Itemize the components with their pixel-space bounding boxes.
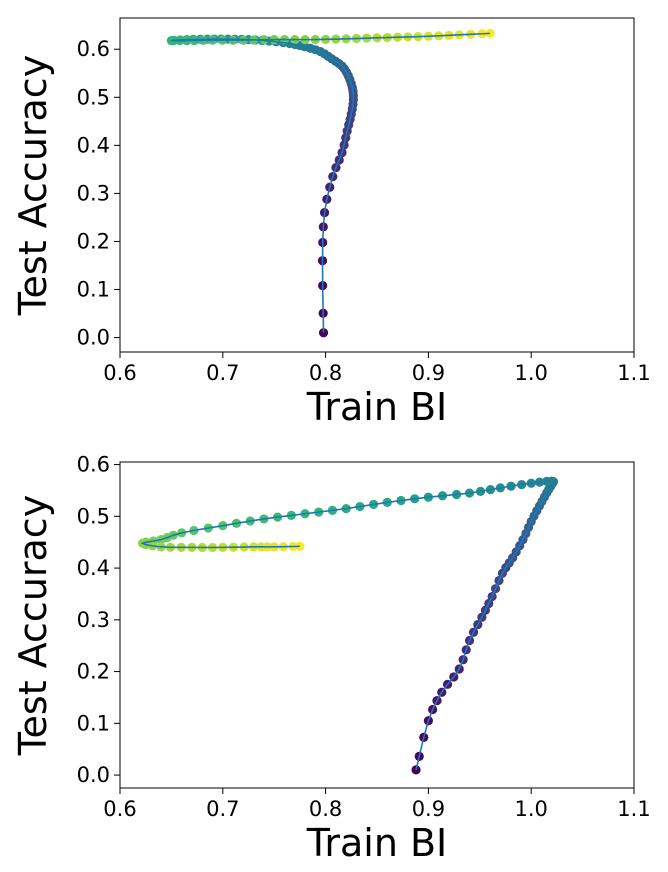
y-tick-label: 0.1 — [77, 278, 110, 302]
y-tick-label: 0.5 — [77, 85, 110, 109]
x-tick-label: 0.6 — [103, 361, 136, 385]
x-tick-label: 0.7 — [206, 797, 239, 821]
x-tick-label: 1.1 — [617, 797, 650, 821]
series-line — [140, 480, 555, 771]
plot-area-bottom — [138, 476, 559, 775]
x-tick-label: 1.0 — [514, 797, 547, 821]
y-tick-label: 0.3 — [77, 608, 110, 632]
chart-bottom: 0.6 0.7 0.8 0.9 1.0 1.1 0.0 0.1 0.2 0.3 0.4 0.5 0.6… — [11, 453, 651, 865]
x-axis-bottom: 0.6 0.7 0.8 0.9 1.0 1.1 — [103, 788, 651, 821]
y-tick-label: 0.5 — [77, 504, 110, 528]
series-line — [171, 32, 491, 333]
plot-area-top — [166, 28, 495, 338]
x-tick-label: 1.1 — [617, 361, 650, 385]
x-axis-label-top: Train BI — [306, 385, 448, 429]
axes-frame-bottom — [119, 461, 635, 789]
chart-top: 0.6 0.7 0.8 0.9 1.0 1.1 0.0 0.1 0.2 0.3 0.4 0.5 0.6… — [11, 17, 651, 429]
x-axis-top: 0.6 0.7 0.8 0.9 1.0 1.1 — [103, 352, 651, 385]
x-tick-label: 0.8 — [309, 797, 342, 821]
x-tick-label: 1.0 — [514, 361, 547, 385]
y-tick-label: 0.3 — [77, 181, 110, 205]
y-tick-label: 0.6 — [77, 37, 110, 61]
y-tick-label: 0.4 — [77, 133, 110, 157]
x-tick-label: 0.9 — [412, 797, 445, 821]
y-axis-bottom: 0.0 0.1 0.2 0.3 0.4 0.5 0.6 — [77, 453, 120, 787]
y-axis-top: 0.0 0.1 0.2 0.3 0.4 0.5 0.6 — [77, 37, 120, 350]
x-tick-label: 0.9 — [412, 361, 445, 385]
y-tick-label: 0.1 — [77, 711, 110, 735]
x-tick-label: 0.7 — [206, 361, 239, 385]
axes-frame-top — [119, 17, 635, 353]
y-tick-label: 0.4 — [77, 556, 110, 580]
x-tick-label: 0.8 — [309, 361, 342, 385]
y-axis-label-bottom: Test Accuracy — [11, 495, 55, 756]
y-tick-label: 0.0 — [77, 763, 110, 787]
x-tick-label: 0.6 — [103, 797, 136, 821]
y-tick-label: 0.0 — [77, 326, 110, 350]
y-tick-label: 0.2 — [77, 660, 110, 684]
y-axis-label-top: Test Accuracy — [11, 55, 55, 316]
x-axis-label-bottom: Train BI — [306, 821, 448, 865]
y-tick-label: 0.6 — [77, 453, 110, 477]
y-tick-label: 0.2 — [77, 229, 110, 253]
